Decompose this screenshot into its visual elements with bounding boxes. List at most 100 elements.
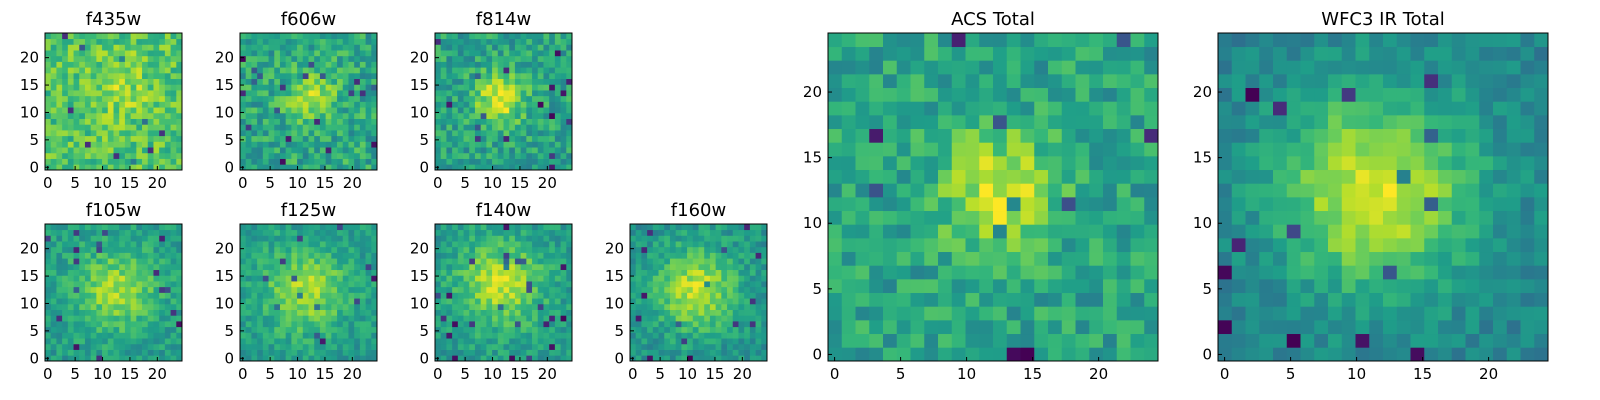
heatmap-cell [142, 164, 149, 171]
heatmap-cell [1438, 320, 1453, 335]
heatmap-cell [910, 238, 925, 253]
heatmap-cell [359, 50, 366, 57]
heatmap-cell [147, 258, 154, 265]
heatmap-cell [687, 292, 694, 299]
heatmap-cell [84, 235, 92, 242]
heatmap-cell [440, 107, 447, 114]
heatmap-cell [107, 164, 114, 171]
y-tick-label: 15 [215, 267, 234, 285]
heatmap-cell [910, 115, 925, 130]
heatmap-cell [446, 252, 453, 259]
heatmap-cell [698, 252, 705, 259]
heatmap-cell [532, 309, 539, 316]
heatmap-cell [1006, 292, 1021, 307]
heatmap-cell [90, 135, 97, 142]
heatmap-cell [537, 315, 544, 322]
heatmap-cell [285, 152, 292, 159]
heatmap-cell [566, 338, 573, 345]
heatmap-cell [119, 298, 126, 305]
heatmap-cell [67, 269, 74, 276]
heatmap-cell [365, 309, 372, 316]
heatmap-cell [73, 338, 80, 345]
heatmap-cell [124, 158, 131, 165]
heatmap-cell [1451, 306, 1466, 321]
heatmap-cell [319, 309, 326, 316]
heatmap-cell [136, 298, 143, 305]
heatmap-cell [938, 87, 953, 102]
heatmap-cell [107, 241, 114, 248]
heatmap-cell [1369, 306, 1384, 321]
heatmap-cell [170, 38, 177, 45]
heatmap-cell [841, 74, 856, 89]
heatmap-cell [469, 252, 476, 259]
heatmap-cell [658, 321, 665, 328]
heatmap-cell [503, 275, 510, 282]
heatmap-cell [503, 44, 510, 51]
heatmap-cell [251, 38, 258, 45]
heatmap-cell [532, 349, 539, 356]
heatmap-cell [153, 241, 160, 248]
heatmap-cell [308, 258, 315, 265]
heatmap-cell [630, 263, 637, 271]
heatmap-cell [251, 315, 258, 322]
heatmap-cell [96, 118, 103, 125]
heatmap-cell [96, 252, 103, 259]
heatmap-cell [457, 321, 464, 328]
heatmap-cell [337, 321, 344, 328]
heatmap-cell [291, 303, 298, 310]
heatmap-cell [526, 269, 533, 276]
heatmap-cell [84, 50, 92, 57]
heatmap-cell [658, 355, 665, 362]
heatmap-cell [302, 90, 309, 97]
heatmap-cell [297, 286, 304, 293]
heatmap-cell [279, 349, 287, 356]
heatmap-cell [1410, 251, 1425, 266]
heatmap-cell [497, 263, 504, 271]
heatmap-cell [113, 241, 120, 248]
heatmap-cell [96, 275, 103, 282]
heatmap-cell [170, 321, 177, 328]
heatmap-cell [883, 156, 898, 171]
heatmap-cell [480, 235, 487, 242]
heatmap-cell [452, 107, 459, 114]
heatmap-cell [297, 124, 304, 131]
heatmap-cell [509, 263, 516, 271]
heatmap-cell [45, 44, 52, 51]
heatmap-cell [687, 343, 694, 350]
heatmap-cell [67, 33, 74, 40]
heatmap-cell [107, 101, 114, 108]
heatmap-cell [107, 61, 114, 68]
heatmap-cell [308, 298, 315, 305]
heatmap-cell [910, 156, 925, 171]
heatmap-cell [855, 33, 870, 48]
heatmap-cell [56, 107, 63, 114]
heatmap-cell [79, 84, 86, 91]
heatmap-cell [251, 343, 258, 350]
heatmap-cell [274, 118, 281, 125]
heatmap-cell [124, 332, 131, 339]
heatmap-cell [951, 265, 966, 280]
heatmap-cell [704, 252, 711, 259]
heatmap-cell [1451, 333, 1466, 348]
heatmap-cell [170, 118, 177, 125]
heatmap-cell [251, 90, 258, 97]
heatmap-cell [435, 118, 442, 125]
heatmap-cell [721, 315, 728, 322]
panel-title: f435w [86, 9, 141, 30]
heatmap-cell [314, 292, 321, 299]
heatmap-cell [675, 338, 682, 345]
heatmap-cell [549, 152, 556, 159]
heatmap-cell [79, 118, 86, 125]
heatmap-cell [457, 309, 464, 316]
heatmap-cell [687, 338, 694, 345]
heatmap-cell [446, 224, 453, 231]
heatmap-cell [514, 349, 521, 356]
heatmap-cell [480, 349, 487, 356]
heatmap-cell [503, 90, 510, 97]
heatmap-cell [532, 224, 539, 231]
heatmap-cell [274, 349, 281, 356]
heatmap-cell [291, 101, 298, 108]
heatmap-cell [279, 152, 287, 159]
heatmap-cell [463, 118, 470, 125]
heatmap-cell [274, 286, 281, 293]
